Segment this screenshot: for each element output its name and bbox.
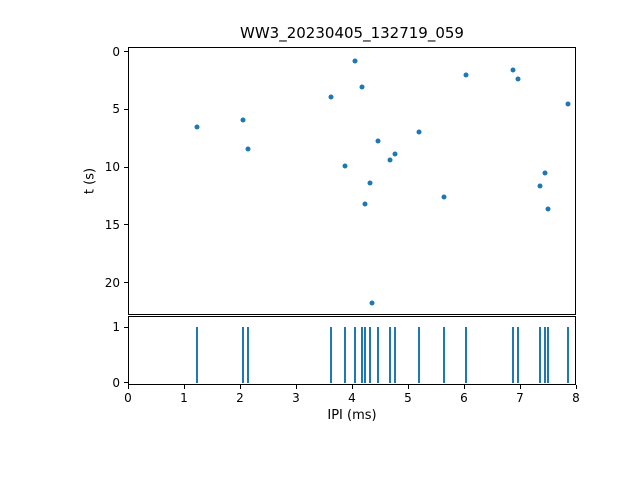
x-tick <box>183 385 185 389</box>
scatter-point <box>515 76 521 82</box>
y-tick <box>124 382 128 384</box>
stem-spike <box>418 327 421 383</box>
stem-plot-area <box>128 316 576 385</box>
y-tick <box>124 326 128 328</box>
x-tick-label: 8 <box>572 391 580 405</box>
y-tick-label: 20 <box>104 275 120 290</box>
scatter-point <box>565 101 571 107</box>
y-tick <box>124 51 128 53</box>
y-tick <box>124 108 128 110</box>
plot-title: WW3_20230405_132719_059 <box>240 24 464 42</box>
stem-spike <box>353 327 356 383</box>
scatter-point <box>537 183 543 189</box>
scatter-point <box>245 146 251 152</box>
scatter-point <box>328 94 334 100</box>
stem-spike <box>517 327 520 383</box>
scatter-point <box>510 67 516 73</box>
x-tick-label: 7 <box>516 391 524 405</box>
stem-spike <box>539 327 542 383</box>
scatter-point <box>359 84 365 90</box>
x-tick <box>295 385 297 389</box>
y-tick <box>124 282 128 284</box>
y-tick <box>124 224 128 226</box>
x-tick <box>351 385 353 389</box>
x-tick-label: 1 <box>180 391 188 405</box>
scatter-point <box>545 206 551 212</box>
x-tick <box>407 385 409 389</box>
stem-spike <box>363 327 366 383</box>
x-tick-label: 0 <box>124 391 132 405</box>
scatter-point <box>362 201 368 207</box>
y-tick-label: 10 <box>104 160 120 175</box>
y-tick <box>124 166 128 168</box>
stem-spike <box>465 327 468 383</box>
stem-spike <box>330 327 333 383</box>
stem-spike <box>344 327 347 383</box>
scatter-point <box>416 129 422 135</box>
y-tick-label: 0 <box>112 44 120 59</box>
scatter-point <box>441 194 447 200</box>
scatter-point <box>463 72 469 78</box>
scatter-plot-area <box>128 47 576 315</box>
scatter-point <box>352 58 358 64</box>
y-tick-label: 15 <box>104 217 120 232</box>
scatter-point <box>375 138 381 144</box>
scatter-point <box>240 117 246 123</box>
stem-spike <box>389 327 392 383</box>
x-tick <box>575 385 577 389</box>
stem-spike <box>512 327 515 383</box>
x-tick <box>127 385 129 389</box>
y-tick-label: 1 <box>112 320 120 335</box>
scatter-point <box>369 300 375 306</box>
scatter-point <box>194 124 200 130</box>
x-tick-label: 3 <box>292 391 300 405</box>
bottom-x-axis-label: IPI (ms) <box>327 408 377 423</box>
stem-spike <box>376 327 379 383</box>
scatter-point <box>392 151 398 157</box>
x-tick-label: 6 <box>460 391 468 405</box>
stem-spike <box>195 327 198 383</box>
scatter-point <box>542 170 548 176</box>
y-tick-label: 0 <box>112 375 120 390</box>
stem-spike <box>361 327 364 383</box>
x-tick-label: 5 <box>404 391 412 405</box>
top-y-axis-label: t (s) <box>82 167 98 195</box>
scatter-point <box>367 180 373 186</box>
stem-spike <box>394 327 397 383</box>
stem-spike <box>368 327 371 383</box>
x-tick <box>239 385 241 389</box>
stem-spike <box>443 327 446 383</box>
x-tick-label: 2 <box>236 391 244 405</box>
x-tick <box>519 385 521 389</box>
scatter-point <box>342 163 348 169</box>
stem-spike <box>544 327 547 383</box>
x-tick <box>463 385 465 389</box>
stem-spike <box>241 327 244 383</box>
stem-spike <box>566 327 569 383</box>
x-tick-label: 4 <box>348 391 356 405</box>
stem-spike <box>547 327 549 383</box>
y-tick-label: 5 <box>112 102 120 117</box>
scatter-point <box>387 157 393 163</box>
stem-spike <box>247 327 250 383</box>
